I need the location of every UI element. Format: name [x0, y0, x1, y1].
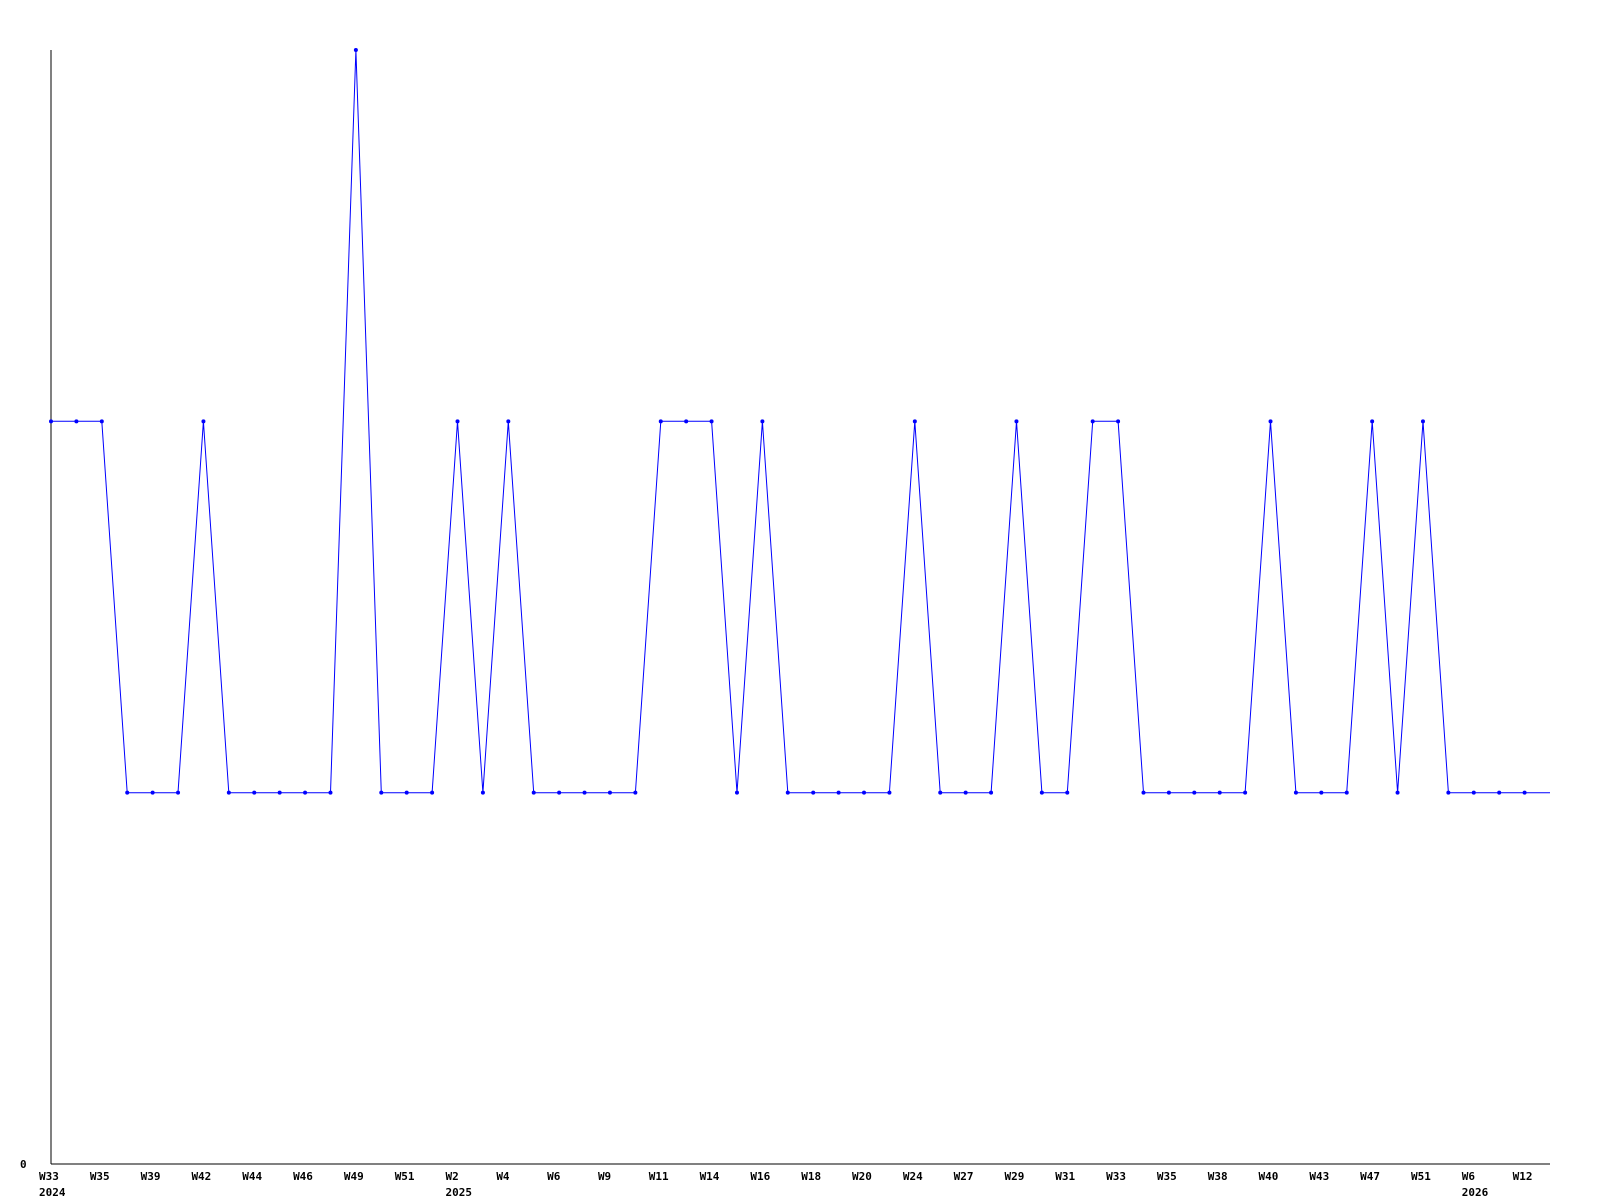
data-point-30 [811, 790, 816, 795]
data-point-6 [201, 419, 206, 424]
x-tick-label-26: W47 [1360, 1170, 1380, 1183]
data-point-45 [1192, 790, 1197, 795]
data-point-24 [658, 419, 663, 424]
data-point-4 [150, 790, 155, 795]
data-point-44 [1166, 790, 1171, 795]
data-point-43 [1141, 790, 1146, 795]
x-tick-label-28: W6 [1462, 1170, 1476, 1183]
data-point-12 [353, 48, 358, 52]
x-tick-label-25: W43 [1309, 1170, 1329, 1183]
data-point-37 [989, 790, 994, 795]
data-point-15 [430, 790, 435, 795]
x-tick-label-1: W35 [90, 1170, 110, 1183]
x-tick-label-17: W24 [903, 1170, 923, 1183]
data-point-35 [938, 790, 943, 795]
data-point-40 [1065, 790, 1070, 795]
data-point-13 [379, 790, 384, 795]
data-point-51 [1344, 790, 1349, 795]
x-tick-label-13: W14 [700, 1170, 720, 1183]
x-tick-label-4: W44 [242, 1170, 262, 1183]
x-tick-label-22: W35 [1157, 1170, 1177, 1183]
data-point-41 [1090, 419, 1095, 424]
series-line [51, 49, 1550, 794]
data-point-17 [480, 790, 485, 795]
data-point-38 [1014, 419, 1019, 424]
data-point-56 [1471, 790, 1476, 795]
x-tick-label-20: W31 [1055, 1170, 1075, 1183]
x-tick-label-9: W4 [496, 1170, 510, 1183]
x-tick-label-8: W2 [446, 1170, 459, 1183]
x-tick-label-24: W40 [1259, 1170, 1279, 1183]
x-tick-label-23: W38 [1208, 1170, 1228, 1183]
data-point-5 [176, 790, 181, 795]
data-point-58 [1522, 790, 1527, 795]
data-point-1 [74, 419, 79, 424]
data-point-0 [49, 419, 53, 424]
data-point-34 [912, 419, 917, 424]
x-tick-label-16: W20 [852, 1170, 872, 1183]
data-point-16 [455, 419, 460, 424]
data-point-48 [1268, 419, 1273, 424]
y-tick-label-0: 0 [20, 1158, 27, 1171]
x-tick-label-10: W6 [547, 1170, 561, 1183]
data-point-26 [709, 419, 714, 424]
data-point-55 [1446, 790, 1451, 795]
year-label-2: 2026 [1462, 1186, 1489, 1199]
data-point-2 [99, 419, 104, 424]
x-tick-label-11: W9 [598, 1170, 611, 1183]
data-point-27 [734, 790, 739, 795]
data-point-18 [506, 419, 511, 424]
data-point-57 [1497, 790, 1502, 795]
data-point-20 [557, 790, 562, 795]
x-tick-label-15: W18 [801, 1170, 821, 1183]
data-point-21 [582, 790, 587, 795]
data-point-46 [1217, 790, 1222, 795]
data-point-14 [404, 790, 409, 795]
data-point-28 [760, 419, 765, 424]
data-point-36 [963, 790, 968, 795]
x-tick-label-0: W33 [39, 1170, 59, 1183]
data-point-49 [1293, 790, 1298, 795]
x-tick-label-5: W46 [293, 1170, 313, 1183]
data-point-19 [531, 790, 536, 795]
data-point-3 [125, 790, 130, 795]
data-point-11 [328, 790, 333, 795]
data-point-31 [836, 790, 841, 795]
x-tick-label-7: W51 [395, 1170, 415, 1183]
data-point-32 [862, 790, 867, 795]
x-tick-label-21: W33 [1106, 1170, 1126, 1183]
data-point-50 [1319, 790, 1324, 795]
data-point-7 [226, 790, 231, 795]
data-point-47 [1243, 790, 1248, 795]
x-tick-label-19: W29 [1004, 1170, 1024, 1183]
data-point-9 [277, 790, 282, 795]
data-point-33 [887, 790, 892, 795]
data-point-10 [303, 790, 308, 795]
data-point-22 [607, 790, 612, 795]
x-tick-label-18: W27 [954, 1170, 974, 1183]
x-tick-label-12: W11 [649, 1170, 669, 1183]
year-label-1: 2025 [446, 1186, 473, 1199]
data-point-25 [684, 419, 689, 424]
data-point-39 [1039, 790, 1044, 795]
x-tick-label-27: W51 [1411, 1170, 1431, 1183]
year-label-0: 2024 [39, 1186, 66, 1199]
x-tick-label-2: W39 [141, 1170, 161, 1183]
data-point-42 [1116, 419, 1121, 424]
x-tick-label-3: W42 [191, 1170, 211, 1183]
x-tick-label-14: W16 [750, 1170, 770, 1183]
data-point-8 [252, 790, 257, 795]
data-point-53 [1395, 790, 1400, 795]
data-point-29 [785, 790, 790, 795]
x-tick-label-6: W49 [344, 1170, 364, 1183]
data-point-54 [1420, 419, 1425, 424]
x-tick-label-29: W12 [1513, 1170, 1533, 1183]
data-point-52 [1370, 419, 1375, 424]
data-point-23 [633, 790, 638, 795]
